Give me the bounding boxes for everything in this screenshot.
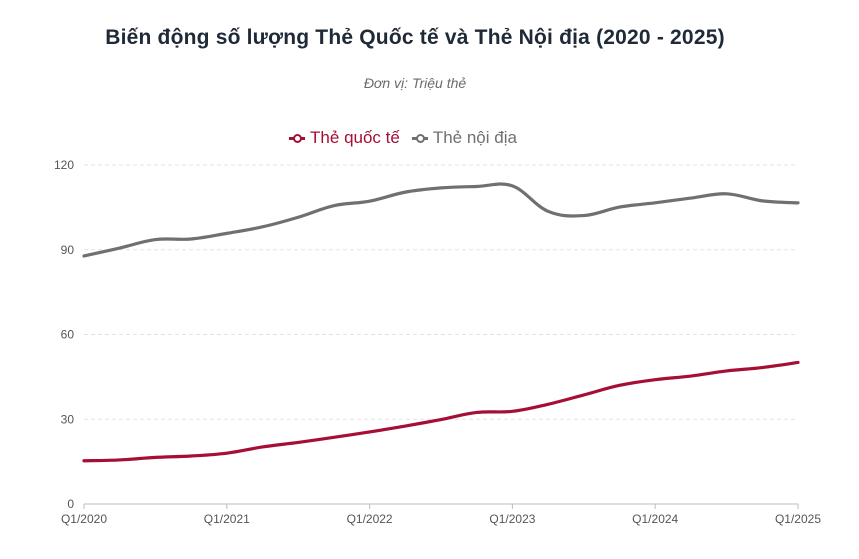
data-point-domestic[interactable] bbox=[615, 202, 625, 212]
data-point-international[interactable] bbox=[472, 407, 482, 417]
data-point-international[interactable] bbox=[615, 380, 625, 390]
data-point-international[interactable] bbox=[365, 427, 375, 437]
data-point-domestic[interactable] bbox=[507, 181, 517, 191]
series-lines bbox=[79, 181, 803, 466]
y-tick-label: 120 bbox=[54, 158, 74, 172]
chart-title: Biến động số lượng Thẻ Quốc tế và Thẻ Nộ… bbox=[105, 26, 725, 49]
data-point-domestic[interactable] bbox=[400, 187, 410, 197]
data-point-international[interactable] bbox=[793, 357, 803, 367]
data-point-international[interactable] bbox=[686, 371, 696, 381]
data-point-international[interactable] bbox=[115, 455, 125, 465]
data-point-international[interactable] bbox=[258, 442, 268, 452]
y-tick-label: 0 bbox=[67, 497, 74, 511]
data-point-international[interactable] bbox=[150, 452, 160, 462]
data-point-domestic[interactable] bbox=[222, 228, 232, 238]
data-point-domestic[interactable] bbox=[543, 206, 553, 216]
data-point-domestic[interactable] bbox=[329, 201, 339, 211]
chart-legend: Thẻ quốc tế Thẻ nội địa bbox=[0, 128, 806, 148]
data-point-international[interactable] bbox=[650, 375, 660, 385]
x-tick-label: Q1/2023 bbox=[489, 512, 535, 526]
data-point-domestic[interactable] bbox=[186, 234, 196, 244]
data-point-international[interactable] bbox=[222, 448, 232, 458]
legend-swatch-international bbox=[289, 133, 306, 143]
data-point-international[interactable] bbox=[722, 366, 732, 376]
data-point-domestic[interactable] bbox=[793, 198, 803, 208]
series-line-international[interactable] bbox=[82, 360, 800, 463]
data-point-domestic[interactable] bbox=[579, 211, 589, 221]
tick-labels: 0 30 60 90 120 Q1/2020 Q1/2021 Q1/2022 Q1/2023 Q1… bbox=[54, 158, 821, 526]
data-point-international[interactable] bbox=[329, 432, 339, 442]
x-tick-label: Q1/2021 bbox=[204, 512, 250, 526]
data-point-domestic[interactable] bbox=[150, 235, 160, 245]
data-point-domestic[interactable] bbox=[293, 212, 303, 222]
legend-label-domestic: Thẻ nội địa bbox=[432, 128, 517, 147]
data-point-international[interactable] bbox=[543, 399, 553, 409]
legend-swatch-domestic bbox=[411, 133, 428, 143]
data-point-domestic[interactable] bbox=[258, 222, 268, 232]
legend-label-international: Thẻ quốc tế bbox=[310, 128, 400, 147]
legend-item-international[interactable]: Thẻ quốc tế bbox=[289, 128, 400, 148]
data-point-international[interactable] bbox=[507, 406, 517, 416]
data-point-international[interactable] bbox=[186, 451, 196, 461]
legend-item-domestic[interactable]: Thẻ nội địa bbox=[411, 128, 517, 148]
data-point-domestic[interactable] bbox=[686, 193, 696, 203]
data-point-international[interactable] bbox=[293, 437, 303, 447]
data-point-international[interactable] bbox=[757, 363, 767, 373]
data-point-domestic[interactable] bbox=[472, 181, 482, 191]
data-point-domestic[interactable] bbox=[722, 189, 732, 199]
y-tick-label: 60 bbox=[61, 328, 75, 342]
grid-lines bbox=[84, 164, 798, 420]
data-point-domestic[interactable] bbox=[365, 196, 375, 206]
data-point-international[interactable] bbox=[436, 415, 446, 425]
x-axis bbox=[83, 503, 799, 509]
data-point-domestic[interactable] bbox=[436, 183, 446, 193]
x-tick-label: Q1/2020 bbox=[61, 512, 107, 526]
y-tick-label: 30 bbox=[61, 412, 75, 426]
y-tick-label: 90 bbox=[61, 243, 75, 257]
data-point-international[interactable] bbox=[400, 421, 410, 431]
data-point-domestic[interactable] bbox=[650, 198, 660, 208]
x-tick-label: Q1/2022 bbox=[347, 512, 393, 526]
data-point-international[interactable] bbox=[579, 390, 589, 400]
x-tick-label: Q1/2024 bbox=[632, 512, 678, 526]
data-point-domestic[interactable] bbox=[115, 243, 125, 253]
data-point-domestic[interactable] bbox=[79, 251, 89, 261]
data-point-international[interactable] bbox=[79, 456, 89, 466]
chart-subtitle: Đơn vị: Triệu thẻ bbox=[363, 75, 467, 91]
data-point-domestic[interactable] bbox=[757, 196, 767, 206]
series-line-domestic[interactable] bbox=[82, 182, 800, 258]
x-tick-label: Q1/2025 bbox=[775, 512, 821, 526]
